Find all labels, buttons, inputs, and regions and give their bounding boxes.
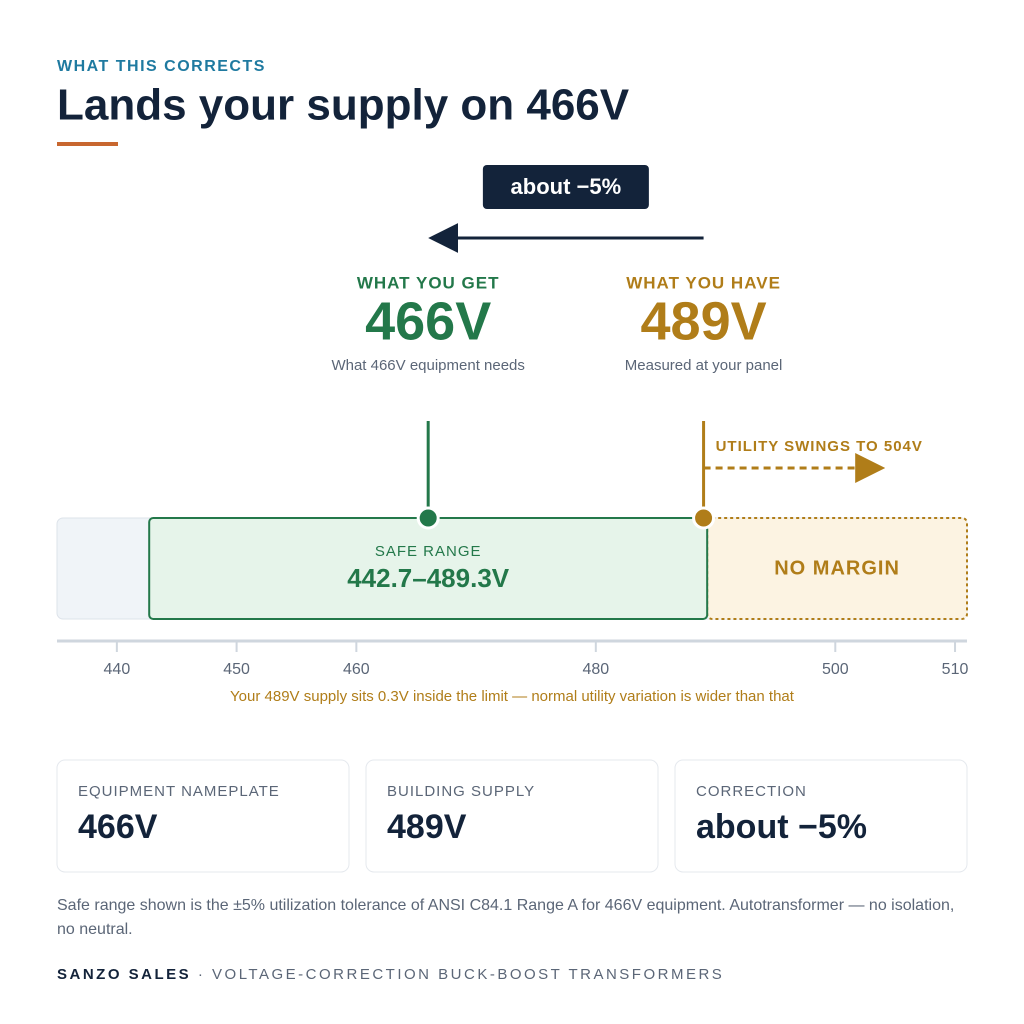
marker-label: WHAT YOU HAVE bbox=[626, 273, 781, 292]
safe-range-values: 442.7–489.3V bbox=[347, 563, 510, 593]
no-margin-label: NO MARGIN bbox=[774, 557, 900, 579]
card-value: 489V bbox=[387, 808, 467, 846]
card-label: EQUIPMENT NAMEPLATE bbox=[78, 783, 280, 800]
card bbox=[674, 759, 968, 873]
marker-label: WHAT YOU GET bbox=[357, 273, 500, 292]
plot: about −5% NO MARGIN SAFE RANGE 442.7–489.3V… bbox=[56, 165, 969, 983]
title-underline bbox=[57, 142, 118, 146]
title: Lands your supply on 466V bbox=[57, 81, 630, 130]
footer-tagline: VOLTAGE-CORRECTION BUCK-BOOST TRANSFORME… bbox=[212, 966, 724, 983]
change-badge bbox=[482, 165, 649, 209]
x-tick-label: 480 bbox=[582, 661, 609, 678]
footer: SANZO SALES · VOLTAGE-CORRECTION BUCK-BO… bbox=[57, 966, 724, 983]
card-label: CORRECTION bbox=[696, 783, 807, 800]
footer-brand: SANZO SALES bbox=[57, 966, 191, 983]
card-label: BUILDING SUPPLY bbox=[387, 783, 535, 800]
x-tick-label: 460 bbox=[343, 661, 370, 678]
eyebrow: WHAT THIS CORRECTS bbox=[57, 58, 266, 75]
card bbox=[365, 759, 659, 873]
footer-space bbox=[205, 966, 212, 983]
marker-note: Measured at your panel bbox=[625, 357, 783, 374]
change-label: about −5% bbox=[511, 174, 622, 199]
swing-label: UTILITY SWINGS TO 504V bbox=[716, 438, 923, 455]
marker-dot bbox=[692, 506, 716, 530]
caption: Your 489V supply sits 0.3V inside the li… bbox=[230, 688, 795, 705]
no-margin-zone bbox=[706, 517, 969, 620]
x-tick-label: 500 bbox=[822, 661, 849, 678]
footer-space bbox=[191, 966, 198, 983]
x-tick-label: 510 bbox=[942, 661, 969, 678]
x-tick-label: 450 bbox=[223, 661, 250, 678]
footnote: Safe range shown is the ±5% utilization … bbox=[57, 897, 955, 938]
marker-value: 489V bbox=[641, 291, 767, 351]
card-value: about −5% bbox=[696, 808, 867, 846]
marker-value: 466V bbox=[365, 291, 491, 351]
x-tick-label: 440 bbox=[104, 661, 131, 678]
marker-note: What 466V equipment needs bbox=[331, 357, 524, 374]
marker-dot bbox=[416, 506, 440, 530]
safe-range-label: SAFE RANGE bbox=[375, 543, 482, 560]
footer-separator: · bbox=[198, 966, 206, 983]
card-value: 466V bbox=[78, 808, 158, 846]
card bbox=[56, 759, 350, 873]
